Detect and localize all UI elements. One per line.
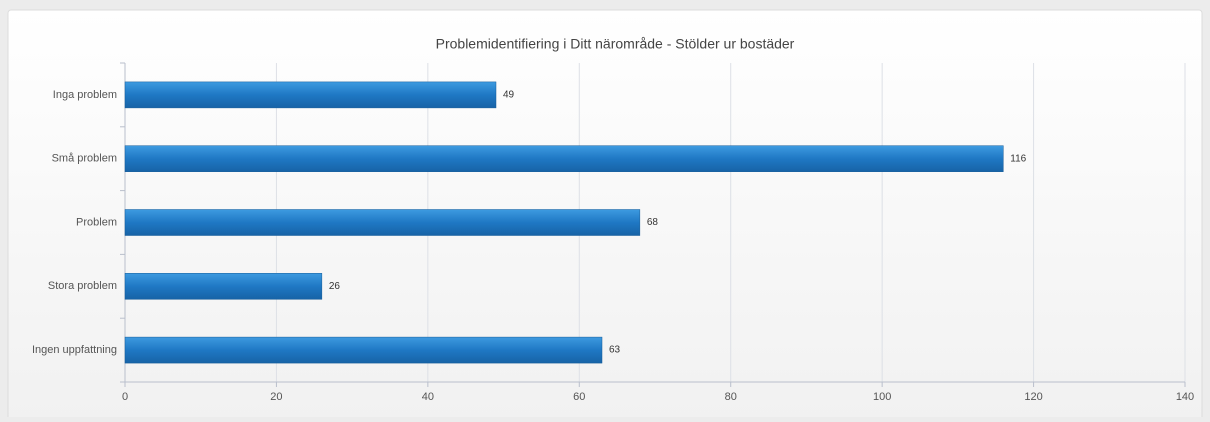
x-tick-label: 120 [1024, 391, 1042, 403]
bar [124, 145, 1004, 172]
chart-title: Problemidentifiering i Ditt närområde - … [436, 36, 795, 52]
x-tick-label: 40 [422, 391, 434, 403]
x-tick-label: 20 [270, 391, 282, 403]
y-tick-label: Små problem [52, 153, 117, 165]
y-tick-label: Ingen uppfattning [32, 344, 117, 356]
value-label: 26 [329, 281, 341, 292]
x-tick-label: 0 [122, 391, 128, 403]
bar [124, 336, 603, 364]
bar [124, 81, 497, 109]
x-tick-label: 80 [725, 391, 737, 403]
value-label: 63 [609, 345, 621, 356]
y-tick-label: Inga problem [53, 89, 117, 101]
value-label: 49 [503, 90, 515, 101]
y-tick-label: Problem [76, 216, 117, 228]
x-tick-label: 140 [1176, 391, 1194, 403]
bar [124, 209, 641, 236]
bar [124, 273, 323, 300]
value-label: 68 [647, 217, 659, 228]
value-label: 116 [1010, 153, 1026, 164]
x-tick-label: 60 [573, 391, 585, 403]
y-tick-label: Stora problem [48, 280, 117, 292]
x-tick-label: 100 [873, 391, 891, 403]
